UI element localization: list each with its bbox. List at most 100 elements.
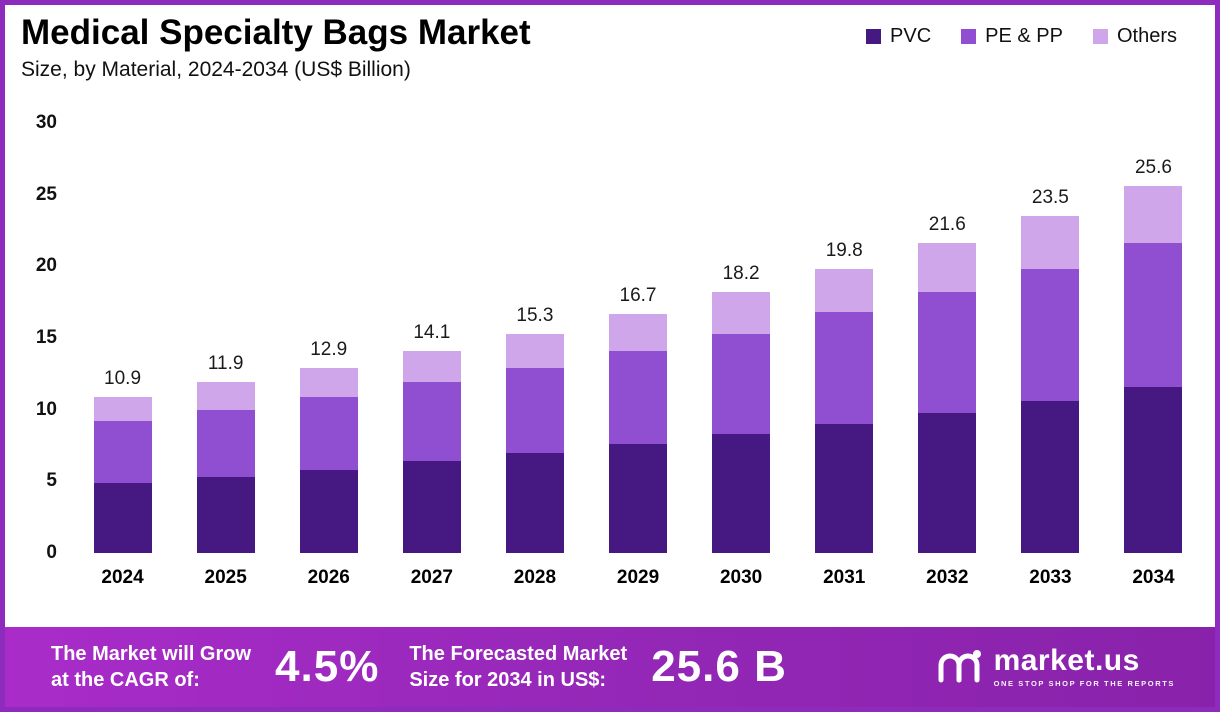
x-axis-label: 2034 [1132, 567, 1175, 588]
bar-segment-others[interactable] [815, 269, 874, 313]
stacked-bar-2029[interactable] [609, 313, 668, 553]
page-title: Medical Specialty Bags Market [21, 13, 531, 52]
bar-total-label: 12.9 [310, 339, 348, 361]
x-axis-label: 2030 [719, 567, 763, 588]
bar-segment-others[interactable] [299, 368, 358, 397]
x-axis-label: 2026 [307, 567, 350, 588]
stacked-bar-2034[interactable] [1124, 186, 1183, 553]
stacked-bar-2027[interactable] [402, 350, 461, 553]
bar-segment-pe-pp[interactable] [815, 312, 874, 424]
legend-item-pvc[interactable]: PVC [866, 25, 931, 48]
bar-segment-pvc[interactable] [609, 444, 668, 553]
bar-segment-pe-pp[interactable] [1021, 269, 1080, 402]
y-tick-label: 10 [35, 398, 57, 420]
bar-total-label: 15.3 [516, 304, 554, 326]
bar-slot: 25.6 [1102, 123, 1205, 553]
forecast-label-line1: The Forecasted Market [409, 643, 628, 665]
bar-segment-pvc[interactable] [1021, 401, 1080, 553]
bar-segment-pe-pp[interactable] [299, 396, 358, 470]
bar-segment-pe-pp[interactable] [196, 409, 255, 478]
bar-segment-pvc[interactable] [712, 434, 771, 553]
y-tick-label: 5 [46, 470, 57, 492]
bar-segment-pe-pp[interactable] [505, 368, 564, 453]
legend-swatch-pvc-icon [866, 29, 882, 44]
bar-segment-others[interactable] [918, 243, 977, 293]
bar-segment-pvc[interactable] [815, 424, 874, 553]
y-tick-label: 0 [46, 542, 57, 563]
bar-segment-pe-pp[interactable] [1124, 243, 1183, 387]
bar-segment-pvc[interactable] [1124, 386, 1183, 553]
legend-swatch-others-icon [1092, 29, 1108, 44]
bar-segment-others[interactable] [505, 333, 564, 369]
bar-segment-pvc[interactable] [93, 482, 152, 553]
brand-logo[interactable]: market.us One Stop Shop For The Reports [936, 646, 1175, 688]
x-axis-label: 2024 [101, 567, 144, 588]
y-tick-label: 15 [35, 327, 57, 348]
chart-subtitle: Size, by Material, 2024-2034 (US$ Billio… [21, 58, 411, 82]
bar-segment-others[interactable] [1124, 186, 1183, 244]
bar-segment-others[interactable] [609, 313, 668, 351]
bar-segment-pvc[interactable] [402, 461, 461, 553]
bar-segment-others[interactable] [196, 382, 255, 410]
legend-label-pvc: PVC [890, 25, 932, 47]
bar-total-label: 19.8 [825, 240, 863, 262]
cagr-value: 4.5% [275, 642, 380, 691]
legend-swatch-pe-pp-icon [961, 29, 977, 44]
bar-segment-others[interactable] [402, 350, 461, 383]
bar-slot: 16.7 [586, 123, 689, 553]
bar-segment-pe-pp[interactable] [93, 421, 152, 483]
chart-header: Medical Specialty Bags Market Size, by M… [5, 5, 1215, 101]
brand-name: market.us [993, 644, 1140, 678]
bar-slot: 21.6 [896, 123, 999, 553]
bar-total-label: 23.5 [1031, 187, 1069, 209]
bar-segment-pvc[interactable] [299, 469, 358, 553]
cagr-label-line1: The Market will Grow [51, 643, 252, 665]
bar-total-label: 25.6 [1134, 157, 1172, 179]
y-axis: 0 5 10 15 20 25 30 [19, 112, 65, 563]
legend-item-pe-pp[interactable]: PE & PP [961, 25, 1063, 48]
bar-total-label: 10.9 [104, 367, 142, 389]
bar-segment-pvc[interactable] [505, 452, 564, 553]
forecast-value: 25.6 B [651, 642, 787, 691]
stacked-bar-2031[interactable] [815, 269, 874, 553]
stacked-bar-2032[interactable] [918, 243, 977, 553]
x-axis-label: 2028 [513, 567, 557, 588]
bar-slot: 18.2 [690, 123, 793, 553]
bar-segment-others[interactable] [712, 292, 771, 334]
x-axis-label: 2033 [1029, 567, 1072, 588]
y-tick-label: 20 [35, 255, 57, 277]
brand-tagline: One Stop Shop For The Reports [993, 679, 1175, 689]
stacked-bar-2026[interactable] [299, 368, 358, 553]
chart-area: 0 5 10 15 20 25 30 10.9 11.9 12.9 14.1 15.3 16.7 18.… [19, 112, 1205, 589]
bar-segment-pvc[interactable] [918, 412, 977, 553]
bar-segment-others[interactable] [1021, 216, 1080, 270]
x-axis-label: 2025 [204, 567, 247, 588]
bar-slot: 19.8 [793, 123, 896, 553]
bar-total-label: 21.6 [928, 214, 966, 236]
cagr-label-line2: at the CAGR of: [51, 669, 200, 691]
cagr-label: The Market will Grow at the CAGR of: [51, 641, 251, 693]
x-axis-label: 2031 [823, 567, 866, 588]
stacked-bar-2024[interactable] [93, 396, 152, 553]
stacked-bar-2033[interactable] [1021, 216, 1080, 553]
forecast-label: The Forecasted Market Size for 2034 in U… [409, 641, 627, 693]
market-us-logo-icon [938, 650, 981, 683]
bar-segment-pe-pp[interactable] [918, 292, 977, 413]
bar-segment-pe-pp[interactable] [609, 350, 668, 445]
bar-total-label: 18.2 [722, 263, 760, 285]
legend-item-others[interactable]: Others [1092, 25, 1177, 48]
bar-segment-others[interactable] [93, 396, 152, 422]
stacked-bar-2028[interactable] [505, 333, 564, 553]
forecast-label-line2: Size for 2034 in US$: [409, 669, 607, 691]
legend-label-pe-pp: PE & PP [985, 25, 1063, 47]
x-axis-label: 2027 [410, 567, 453, 588]
bar-segment-pvc[interactable] [196, 477, 255, 553]
plot-area: 10.9 11.9 12.9 14.1 15.3 16.7 18.2 19.8 21.6 23.5… [71, 123, 1205, 553]
stacked-bar-2030[interactable] [712, 292, 771, 553]
bar-segment-pe-pp[interactable] [402, 382, 461, 462]
stacked-bar-2025[interactable] [196, 382, 255, 553]
legend-label-others: Others [1116, 25, 1177, 47]
bar-slot: 14.1 [380, 123, 483, 553]
bar-segment-pe-pp[interactable] [712, 333, 771, 435]
